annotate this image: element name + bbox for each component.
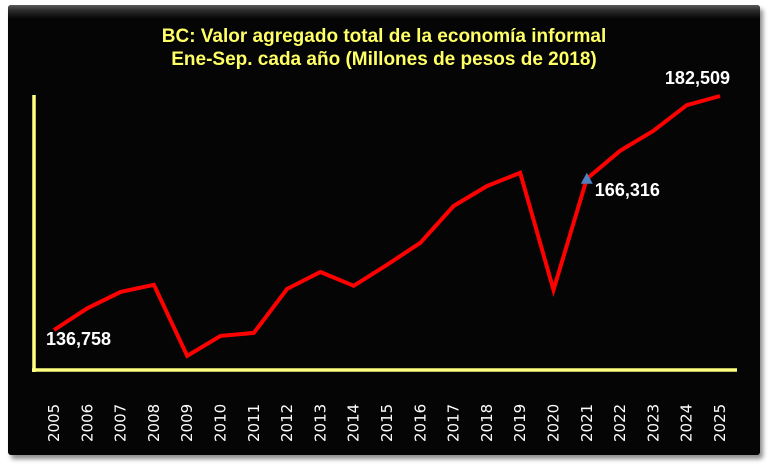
x-tick-label: 2016 — [411, 404, 429, 442]
x-tick-label: 2022 — [611, 404, 629, 442]
x-tick-label: 2005 — [45, 404, 63, 442]
frame-bevel — [8, 5, 760, 19]
x-tick-label: 2006 — [78, 404, 96, 442]
x-tick-label: 2014 — [345, 404, 363, 442]
x-tick-label: 2007 — [112, 404, 130, 442]
data-label-2005: 136,758 — [46, 329, 111, 349]
x-tick-label: 2013 — [311, 404, 329, 442]
data-line — [52, 94, 721, 359]
data-label-2021: 166,316 — [595, 180, 660, 200]
x-tick-label: 2018 — [478, 404, 496, 442]
chart-title-line-2: Ene-Sep. cada año (Millones de pesos de … — [171, 49, 597, 70]
x-tick-label: 2025 — [711, 404, 729, 442]
x-tick-label: 2015 — [378, 404, 396, 442]
x-tick-label: 2024 — [678, 404, 696, 442]
x-tick-label: 2008 — [145, 404, 163, 442]
chart-title-line-1: BC: Valor agregado total de la economía … — [161, 26, 607, 47]
x-tick-label: 2017 — [445, 404, 463, 442]
x-tick-label: 2023 — [644, 404, 662, 442]
data-label-2025: 182,509 — [665, 68, 730, 88]
x-tick-label: 2010 — [212, 404, 230, 442]
chart-frame: BC: Valor agregado total de la economía … — [8, 5, 760, 455]
x-tick-label: 2019 — [511, 404, 529, 442]
x-tick-label: 2020 — [545, 404, 563, 442]
x-tick-label: 2009 — [178, 404, 196, 442]
x-tick-label: 2012 — [278, 404, 296, 442]
x-tick-label: 2011 — [245, 404, 263, 442]
triangle-marker-icon — [580, 172, 593, 184]
x-tick-label: 2021 — [578, 404, 596, 442]
chart-title: BC: Valor agregado total de la economía … — [8, 25, 760, 71]
